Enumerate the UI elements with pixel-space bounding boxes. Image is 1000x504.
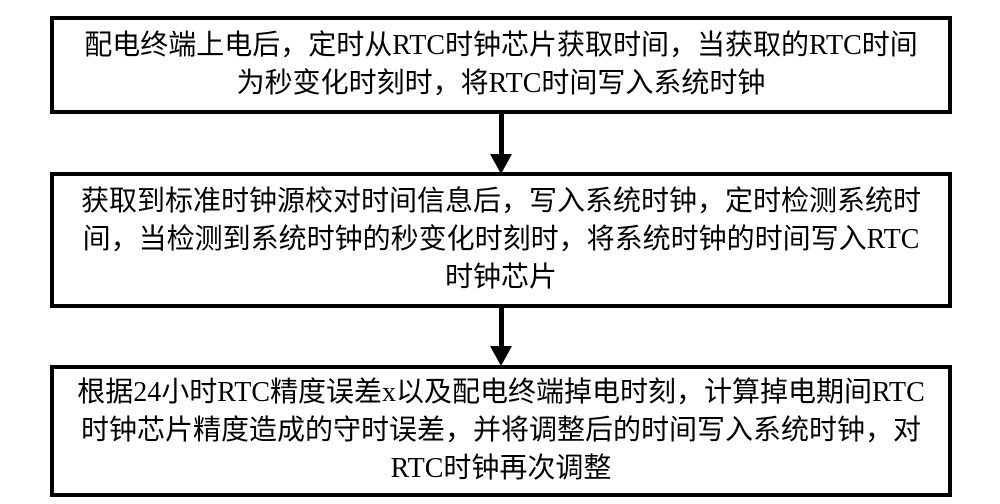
flow-node-1: 配电终端上电后，定时从RTC时钟芯片获取时间，当获取的RTC时间为秒变化时刻时，… [50, 16, 952, 114]
flow-arrow-1-line [499, 114, 504, 156]
flow-arrow-2-head [490, 346, 512, 366]
flowchart-canvas: 配电终端上电后，定时从RTC时钟芯片获取时间，当获取的RTC时间为秒变化时刻时，… [0, 0, 1000, 504]
flow-node-3: 根据24小时RTC精度误差x以及配电终端掉电时刻，计算掉电期间RTC时钟芯片精度… [50, 365, 952, 497]
flow-node-2: 获取到标准时钟源校对时间信息后，写入系统时钟，定时检测系统时间，当检测到系统时钟… [50, 172, 952, 308]
flow-arrow-1-head [490, 154, 512, 174]
flow-arrow-2-line [499, 308, 504, 348]
